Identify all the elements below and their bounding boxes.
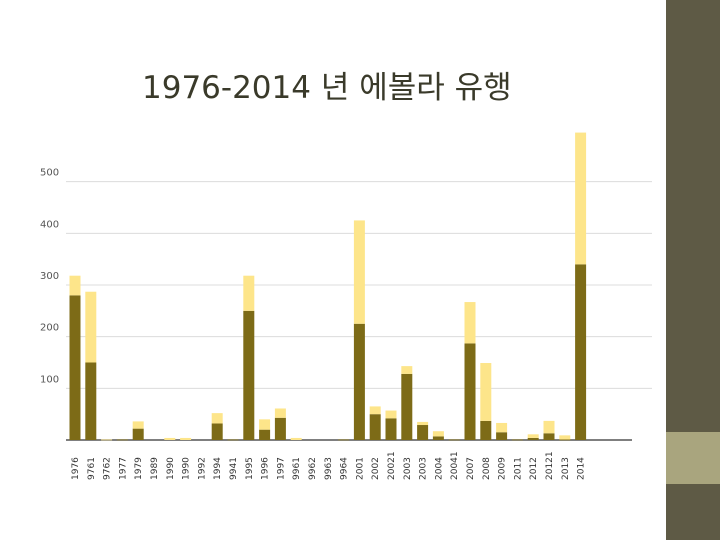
x-tick-label: 2001 [355,457,365,480]
x-tick-label: 1979 [134,457,144,480]
x-tick-label: 1992 [197,457,207,480]
bar-segment-dark [448,439,460,441]
chart-panel: 100 200 300 400 500 1976 9761 9762 1977 1979 1989 1… [30,126,656,484]
x-tick-label: 9961 [292,457,302,480]
bar-segment-light [496,422,508,433]
bar-segment-light [480,363,492,421]
bar-segment-dark [559,439,571,441]
bar-segment-light [243,275,255,311]
y-tick-label: 500 [40,168,59,179]
bar-segment-dark [543,433,555,440]
bar-segment-light [401,366,413,374]
bar-segment-light [369,406,381,415]
bar-segment-light [417,421,429,426]
x-tick-label: 2002 [371,457,381,480]
bar-segment-dark [259,429,271,440]
x-tick-label: 2007 [466,457,476,480]
bar-segment-dark [496,432,508,440]
x-tick-label: 9964 [340,457,350,480]
x-tick-label: 1997 [276,457,286,480]
x-tick-label: 20121 [545,451,555,480]
x-tick-label: 2004 [434,457,444,480]
bar-segment-dark [116,439,128,441]
bar-segment-dark [527,437,539,440]
bar-segment-light [132,421,144,429]
decorative-accent-block [666,432,720,484]
bar-segment-dark [353,323,365,440]
x-tick-label: 2011 [513,457,523,480]
x-tick-label: 1990 [182,457,192,480]
bar-segment-dark [211,423,223,440]
bar-segment-light [274,408,286,418]
bar-segment-dark [132,428,144,440]
x-tick-label: 2013 [561,457,571,480]
x-tick-label: 2012 [529,457,539,480]
bar-chart: 100 200 300 400 500 1976 9761 9762 1977 1979 1989 1… [40,132,652,480]
x-tick-label: 9762 [103,457,113,480]
bar-segment-dark [227,439,239,441]
bar-segment-light [290,437,302,440]
x-tick-label: 2003 [419,457,429,480]
bar-segment-dark [511,439,523,441]
bar-segment-dark [274,417,286,440]
x-tick-label: 1994 [213,457,223,480]
bar-segment-light [353,220,365,324]
bar-segment-light [180,437,192,440]
bar-segment-dark [417,425,429,440]
x-tick-label: 1996 [261,457,271,480]
bar-segment-light [85,291,97,363]
x-tick-label: 2008 [482,457,492,480]
x-tick-label: 20041 [450,451,460,480]
bar-segment-dark [480,420,492,440]
y-tick-label: 400 [40,219,59,230]
bar-segment-dark [85,362,97,440]
x-tick-label: 9963 [324,457,334,480]
bar-segment-light [385,410,397,419]
x-tick-label: 2014 [577,457,587,480]
x-tick-label: 1989 [150,457,160,480]
bar-segment-dark [432,436,444,440]
bar-segment-light [69,275,81,296]
x-tick-label: 20021 [387,451,397,480]
x-tick-label: 1976 [71,457,81,480]
bar-segment-light [164,437,176,440]
x-tick-label: 1995 [245,457,255,480]
bar-segment-light [543,420,555,434]
y-tick-label: 200 [40,323,59,334]
x-tick-label: 2009 [498,457,508,480]
x-tick-label: 2003 [403,457,413,480]
bar-segment-light [259,419,271,430]
bar-segment-dark [464,343,476,440]
y-tick-label: 300 [40,271,59,282]
bar-segment-dark [69,295,81,440]
x-tick-label: 9962 [308,457,318,480]
bar-segment-light [101,439,113,441]
bar-segment-light [211,413,223,424]
bar-segment-dark [338,439,350,441]
bar-segment-dark [369,414,381,440]
bar-segment-dark [243,310,255,440]
bar-segment-light [432,431,444,437]
x-tick-label: 9761 [87,457,97,480]
slide-title: 1976-2014 년 에볼라 유행 [142,70,512,106]
y-tick-label: 100 [40,374,59,385]
bar-segment-dark [401,373,413,440]
bar-segment-dark [575,264,587,440]
x-tick-label: 9941 [229,457,239,480]
bar-segment-light [527,434,539,438]
bar-segment-light [464,302,476,344]
bar-segment-light [575,132,587,265]
x-tick-label: 1977 [118,457,128,480]
bar-segment-dark [385,418,397,440]
bar-segment-light [559,435,571,440]
x-tick-label: 1990 [166,457,176,480]
